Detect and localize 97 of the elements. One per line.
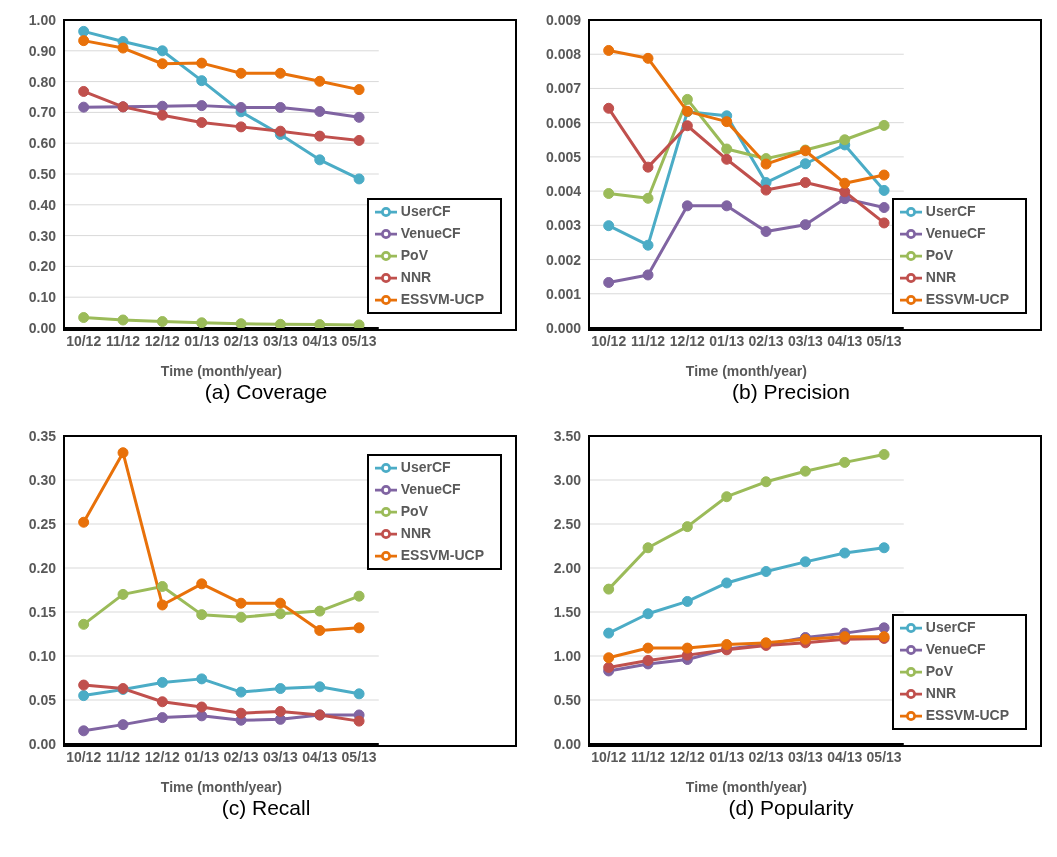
x-axis-title: Time (month/year) (685, 779, 807, 795)
y-tick-label: 0.60 (28, 135, 57, 152)
y-tick-label: 1.00 (28, 11, 57, 28)
x-tick-label: 01/13 (184, 748, 220, 765)
x-tick-label: 02/13 (223, 748, 259, 765)
y-tick-label: 0.009 (545, 11, 582, 28)
x-tick-label: 12/12 (144, 748, 181, 765)
y-tick-label: 0.001 (545, 285, 582, 302)
x-tick-label: 04/13 (827, 748, 863, 765)
x-tick-label: 04/13 (302, 332, 338, 349)
y-tick-label: 0.002 (545, 251, 582, 268)
legend-label: VenueCF (400, 224, 461, 241)
y-tick-label: 0.000 (545, 319, 582, 336)
x-tick-label: 03/13 (787, 748, 824, 765)
x-tick-label: 05/13 (866, 332, 902, 349)
x-tick-label: 11/12 (105, 748, 141, 765)
legend-label: NNR (925, 268, 957, 285)
y-tick-label: 1.00 (553, 647, 582, 664)
legend-label: NNR (400, 524, 432, 541)
y-tick-label: 0.15 (28, 603, 57, 620)
x-tick-label: 05/13 (341, 332, 377, 349)
y-tick-label: 0.00 (28, 735, 57, 752)
x-tick-label: 05/13 (866, 748, 902, 765)
x-tick-label: 04/13 (827, 332, 863, 349)
y-tick-label: 0.007 (545, 80, 582, 97)
y-tick-label: 3.50 (553, 427, 582, 444)
y-tick-label: 0.20 (28, 258, 57, 275)
y-tick-label: 0.50 (553, 691, 582, 708)
legend-label: UserCF (400, 202, 451, 219)
x-axis-title: Time (month/year) (160, 779, 282, 795)
y-tick-label: 0.00 (553, 735, 582, 752)
y-tick-label: 0.00 (28, 319, 57, 336)
x-tick-label: 10/12 (591, 748, 627, 765)
y-tick-label: 0.004 (545, 183, 582, 200)
y-tick-label: 0.005 (545, 148, 582, 165)
legend-label: UserCF (400, 458, 451, 475)
legend-label: PoV (925, 662, 953, 679)
legend-label: PoV (925, 246, 953, 263)
x-axis-title: Time (month/year) (160, 363, 282, 379)
legend-label: VenueCF (925, 640, 986, 657)
x-tick-label: 10/12 (591, 332, 627, 349)
y-tick-label: 0.05 (28, 691, 57, 708)
legend-label: ESSVM-UCP (925, 706, 1009, 723)
legend-label: UserCF (925, 618, 976, 635)
legend-label: PoV (400, 502, 428, 519)
x-axis-title: Time (month/year) (685, 363, 807, 379)
y-tick-label: 2.50 (553, 515, 582, 532)
y-tick-label: 0.80 (28, 73, 57, 90)
y-tick-label: 2.00 (553, 559, 582, 576)
x-tick-label: 01/13 (184, 332, 220, 349)
legend-label: ESSVM-UCP (925, 290, 1009, 307)
y-tick-label: 0.10 (28, 289, 57, 306)
legend-label: NNR (925, 684, 957, 701)
x-tick-label: 12/12 (669, 748, 706, 765)
text: (a) Coverage (203, 380, 329, 405)
x-tick-label: 02/13 (223, 332, 259, 349)
x-tick-label: 01/13 (709, 748, 745, 765)
x-tick-label: 11/12 (630, 748, 666, 765)
legend-label: ESSVM-UCP (400, 546, 484, 563)
legend-label: NNR (400, 268, 432, 285)
x-tick-label: 11/12 (105, 332, 141, 349)
text: (c) Recall (220, 796, 312, 821)
x-tick-label: 04/13 (302, 748, 338, 765)
y-tick-label: 0.35 (28, 427, 57, 444)
y-tick-label: 0.50 (28, 165, 57, 182)
y-tick-label: 0.70 (28, 104, 57, 121)
x-tick-label: 10/12 (66, 748, 102, 765)
text: (b) Precision (731, 380, 851, 405)
legend-label: ESSVM-UCP (400, 290, 484, 307)
legend-label: VenueCF (925, 224, 986, 241)
y-tick-label: 0.30 (28, 471, 57, 488)
legend-label: PoV (400, 246, 428, 263)
y-tick-label: 0.25 (28, 515, 57, 532)
x-tick-label: 03/13 (262, 332, 299, 349)
y-tick-label: 1.50 (553, 603, 582, 620)
x-tick-label: 03/13 (787, 332, 824, 349)
x-tick-label: 03/13 (262, 748, 299, 765)
y-tick-label: 0.003 (545, 217, 582, 234)
x-tick-label: 12/12 (144, 332, 181, 349)
y-tick-label: 0.008 (545, 46, 582, 63)
y-tick-label: 0.20 (28, 559, 57, 576)
text: (d) Popularity (727, 796, 855, 821)
y-tick-label: 0.10 (28, 647, 57, 664)
x-tick-label: 11/12 (630, 332, 666, 349)
legend-label: VenueCF (400, 480, 461, 497)
legend-label: UserCF (925, 202, 976, 219)
y-tick-label: 0.40 (28, 196, 57, 213)
x-tick-label: 01/13 (709, 332, 745, 349)
x-tick-label: 02/13 (748, 748, 784, 765)
x-tick-label: 10/12 (66, 332, 102, 349)
y-tick-label: 0.90 (28, 42, 57, 59)
y-tick-label: 3.00 (553, 471, 582, 488)
x-tick-label: 12/12 (669, 332, 706, 349)
y-tick-label: 0.006 (545, 114, 582, 131)
x-tick-label: 05/13 (341, 748, 377, 765)
y-tick-label: 0.30 (28, 227, 57, 244)
x-tick-label: 02/13 (748, 332, 784, 349)
